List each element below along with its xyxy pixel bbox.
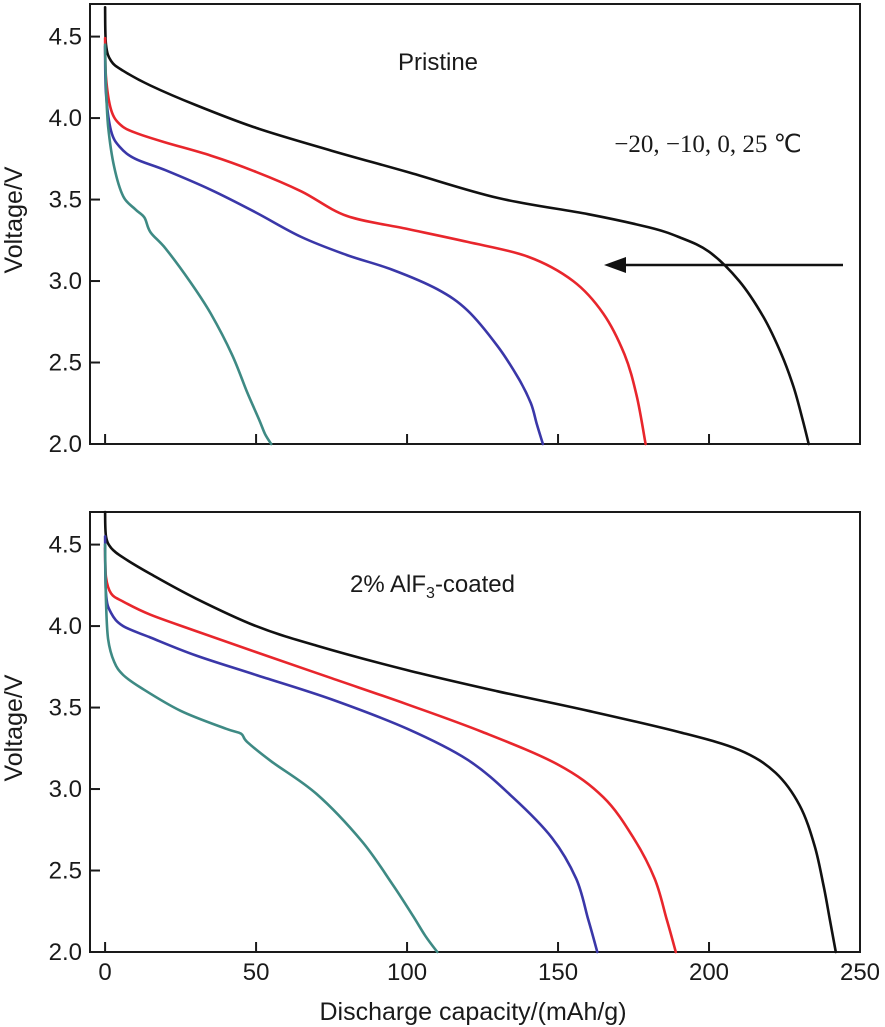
temperature-arrow [604, 257, 843, 273]
x-axis-label: Discharge capacity/(mAh/g) [319, 998, 626, 1026]
plot-frame [89, 511, 861, 953]
series-line-0 [103, 546, 678, 954]
x-tick-label: 0 [98, 959, 111, 986]
series-line-25 [103, 6, 810, 446]
curves [103, 510, 838, 954]
y-tick-label: 3.0 [49, 268, 82, 295]
y-tick-label: 4.0 [49, 105, 82, 132]
y-axis: 2.0 2.5 3.0 3.5 4.0 4.5 [49, 24, 100, 458]
series-line-minus10 [103, 45, 545, 446]
plot-frame [89, 3, 861, 445]
x-axis: 0 50 100 150 200 250 [98, 942, 880, 986]
series-line-25 [103, 510, 838, 954]
y-tick-label: 2.5 [49, 350, 82, 377]
temperature-annotation: −20, −10, 0, 25 ℃ [614, 131, 802, 158]
x-tick-label: 150 [538, 959, 578, 986]
panel-title-subscript: 3 [426, 585, 435, 602]
y-tick-label: 3.5 [49, 695, 82, 722]
x-tick-label: 250 [840, 959, 880, 986]
panel-alf3-coated: 2.0 2.5 3.0 3.5 4.0 4.5 0 50 100 150 200 250 Volta… [0, 510, 880, 1026]
panel-title-tail: -coated [435, 571, 515, 598]
y-axis: 2.0 2.5 3.0 3.5 4.0 4.5 [49, 532, 100, 966]
y-axis-label: Voltage/V [0, 674, 28, 781]
arrow-head [604, 257, 626, 273]
y-tick-label: 3.5 [49, 187, 82, 214]
x-tick-label: 200 [689, 959, 729, 986]
y-tick-label: 3.0 [49, 776, 82, 803]
y-tick-label: 2.0 [49, 431, 82, 458]
series-line-minus20 [103, 43, 273, 446]
series-line-0 [103, 36, 647, 446]
x-tick-label: 50 [243, 959, 270, 986]
series-line-minus10 [103, 535, 599, 954]
x-tick-label: 100 [387, 959, 427, 986]
y-tick-label: 2.0 [49, 939, 82, 966]
y-tick-label: 4.0 [49, 613, 82, 640]
x-axis [104, 434, 861, 444]
curves [103, 6, 810, 446]
panel-pristine: 2.0 2.5 3.0 3.5 4.0 4.5 Voltage/V Pristine −2… [0, 3, 861, 458]
panel-title: 2% AlF3-coated [350, 571, 515, 602]
series-line-minus20 [103, 543, 439, 954]
y-tick-label: 4.5 [49, 24, 82, 51]
panel-title-main: 2% AlF [350, 571, 426, 598]
y-tick-label: 4.5 [49, 532, 82, 559]
panel-title: Pristine [398, 49, 478, 76]
y-axis-label: Voltage/V [0, 166, 28, 273]
y-tick-label: 2.5 [49, 858, 82, 885]
